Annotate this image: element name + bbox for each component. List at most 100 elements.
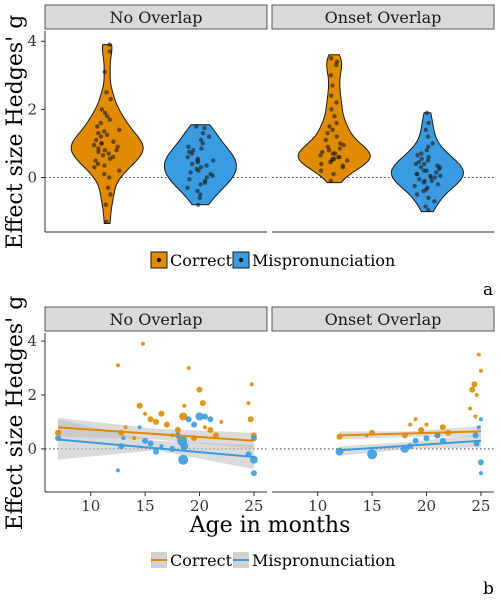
data-point-correct <box>203 425 207 430</box>
data-point <box>325 144 330 149</box>
legend-label: Correct <box>170 551 233 570</box>
data-point <box>210 173 215 178</box>
data-point <box>319 161 324 167</box>
data-point <box>423 204 428 209</box>
data-point-mispronunciation <box>478 417 483 422</box>
data-point-correct <box>115 363 120 368</box>
panel-a: No Overlap Onset Overlap 0 2 4 Effect size… <box>3 4 495 300</box>
data-point-mispronunciation <box>207 416 214 423</box>
data-point <box>107 49 112 54</box>
data-point <box>337 154 342 160</box>
data-point-mispronunciation <box>185 416 192 423</box>
data-point <box>194 124 199 129</box>
data-point <box>415 153 420 158</box>
legend-label: Correct <box>170 251 233 270</box>
data-point-mispronunciation <box>477 459 484 466</box>
data-point <box>421 180 426 185</box>
violin-mispronunciation <box>163 124 237 206</box>
plot-area-a-onset-overlap <box>272 54 494 233</box>
data-point-mispronunciation <box>191 421 198 428</box>
data-point <box>320 149 325 155</box>
data-point <box>334 62 339 68</box>
data-point <box>330 151 336 156</box>
data-point-mispronunciation <box>423 435 430 442</box>
data-point <box>104 90 109 95</box>
data-point-correct <box>143 411 148 416</box>
data-point <box>328 160 333 165</box>
facet-title: Onset Overlap <box>325 310 442 329</box>
data-point-mispronunciation <box>195 412 204 421</box>
data-point-correct <box>473 414 478 419</box>
data-point-mispronunciation <box>250 435 257 442</box>
data-point <box>204 175 210 180</box>
data-point <box>105 185 111 190</box>
plot-area-b-no-overlap <box>45 341 267 493</box>
facet-title: No Overlap <box>110 310 203 329</box>
data-point <box>423 127 429 132</box>
data-point <box>327 124 332 129</box>
data-point <box>114 148 119 153</box>
x-tick-label: 10 <box>81 497 100 515</box>
data-point-mispronunciation <box>159 444 164 449</box>
data-point-mispronunciation <box>412 437 419 444</box>
data-point-correct <box>140 341 145 346</box>
data-point <box>95 124 100 129</box>
legend-a: Correct Mispronunciation <box>150 251 395 270</box>
data-point <box>435 182 441 187</box>
data-point <box>417 177 422 182</box>
data-point <box>102 129 107 134</box>
data-point <box>197 195 202 201</box>
data-point <box>426 154 431 160</box>
data-point <box>92 165 97 170</box>
data-point <box>334 120 339 126</box>
data-point-correct <box>247 416 254 423</box>
data-point-correct <box>158 410 165 417</box>
data-point-correct <box>132 436 137 441</box>
data-point <box>426 195 431 201</box>
data-point-correct <box>153 418 159 425</box>
data-point <box>202 125 207 131</box>
data-point <box>421 188 426 194</box>
data-point <box>186 144 191 149</box>
data-point-mispronunciation <box>202 413 208 420</box>
y-tick-label: 4 <box>27 332 37 350</box>
data-point <box>340 165 345 170</box>
data-point <box>95 161 101 167</box>
data-point-mispronunciation <box>115 468 120 473</box>
data-point <box>323 137 328 143</box>
data-point <box>105 114 110 119</box>
panel-b: No Overlap Onset Overlap 024 10 15 20 25 10 1… <box>3 296 495 599</box>
data-point-correct <box>199 400 206 407</box>
x-axis-title-b: Age in months <box>189 513 351 538</box>
data-point <box>329 107 334 112</box>
data-point <box>331 171 336 177</box>
data-point-mispronunciation <box>476 425 481 430</box>
data-point <box>428 175 433 180</box>
data-point <box>107 156 113 161</box>
x-tick-label: 15 <box>363 497 382 515</box>
data-point <box>424 148 429 153</box>
data-point <box>424 110 429 116</box>
data-point <box>414 192 420 197</box>
data-point <box>204 163 209 168</box>
x-tick-label: 15 <box>136 497 155 515</box>
data-point <box>418 165 424 170</box>
data-point <box>206 134 212 139</box>
plot-area-a-no-overlap <box>45 42 267 233</box>
data-point-mispronunciation <box>335 447 344 456</box>
x-tick-label: 20 <box>190 497 209 515</box>
data-point-correct <box>468 406 473 411</box>
data-point-correct <box>219 419 224 424</box>
data-point <box>430 141 435 146</box>
data-point-correct <box>196 386 203 393</box>
y-axis-b: 0 2 4 <box>27 332 46 492</box>
data-point-correct <box>207 427 214 433</box>
data-point-correct <box>179 412 188 421</box>
legend-label: Mispronunciation <box>252 551 395 570</box>
data-point-mispronunciation <box>250 470 257 477</box>
x-tick-label: 10 <box>308 497 327 515</box>
data-point-correct <box>408 422 413 427</box>
data-point <box>422 161 427 167</box>
data-point <box>202 180 208 185</box>
